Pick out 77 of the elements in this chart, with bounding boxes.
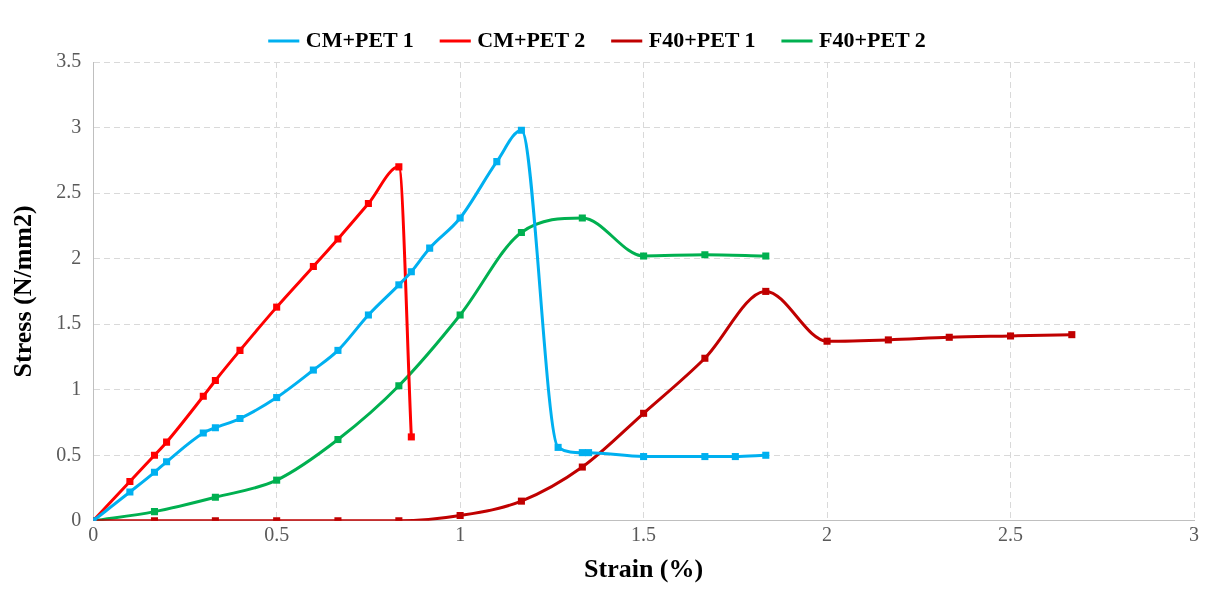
point xyxy=(640,453,648,461)
point xyxy=(273,303,281,311)
x-tick-label: 1 xyxy=(455,523,466,546)
y-tick-label: 1 xyxy=(71,376,82,399)
point xyxy=(640,252,648,260)
point xyxy=(126,477,134,486)
point xyxy=(407,268,415,276)
y-tick-label: 0.5 xyxy=(56,442,82,465)
y-tick-label: 1.5 xyxy=(56,311,82,334)
point xyxy=(150,508,159,516)
legend-label: F40+PET 1 xyxy=(648,26,756,52)
y-tick-label: 3 xyxy=(71,114,82,137)
x-tick-label: 0.5 xyxy=(264,523,290,546)
legend-label: F40+PET 2 xyxy=(818,26,926,52)
x-tick-label: 2 xyxy=(822,523,833,546)
y-tick-label: 2.5 xyxy=(56,180,82,203)
point xyxy=(640,409,648,417)
point xyxy=(578,214,586,222)
legend-label: CM+PET 1 xyxy=(305,26,414,52)
point xyxy=(334,235,342,243)
point xyxy=(211,424,219,432)
point xyxy=(163,458,171,466)
point xyxy=(211,493,219,501)
y-tick-label: 2 xyxy=(71,245,82,268)
x-axis-title: Strain (%) xyxy=(584,554,704,584)
point xyxy=(273,394,281,402)
point xyxy=(701,354,709,362)
point xyxy=(309,366,317,374)
point xyxy=(236,346,244,354)
point xyxy=(585,449,593,457)
point xyxy=(334,435,342,444)
point xyxy=(517,228,525,236)
point xyxy=(456,512,464,520)
point xyxy=(126,488,134,496)
x-tick-label: 1.5 xyxy=(631,523,657,546)
legend-label: CM+PET 2 xyxy=(477,26,586,52)
point xyxy=(150,451,159,459)
point xyxy=(884,336,892,344)
point xyxy=(211,377,219,385)
point xyxy=(762,451,770,459)
point xyxy=(762,252,770,260)
x-tick-label: 3 xyxy=(1189,523,1199,546)
point xyxy=(578,463,586,471)
point xyxy=(407,433,415,441)
y-tick-label: 3.5 xyxy=(56,49,82,72)
point xyxy=(517,126,525,134)
point xyxy=(199,429,207,437)
point xyxy=(1068,331,1076,339)
point xyxy=(150,468,159,476)
point xyxy=(731,453,739,461)
point xyxy=(395,281,403,289)
point xyxy=(493,158,501,166)
point xyxy=(945,333,953,341)
point xyxy=(364,311,372,319)
point xyxy=(701,453,709,461)
x-tick-label: 2.5 xyxy=(998,523,1024,546)
y-tick-label: 0 xyxy=(71,508,82,531)
point xyxy=(517,497,525,505)
point xyxy=(163,438,171,446)
point xyxy=(701,251,709,259)
x-tick-label: 0 xyxy=(88,523,99,546)
point xyxy=(309,262,317,271)
point xyxy=(762,287,770,295)
point xyxy=(334,346,342,354)
point xyxy=(273,476,281,484)
point xyxy=(199,392,207,400)
point xyxy=(554,443,562,451)
point xyxy=(395,382,403,390)
point xyxy=(456,214,464,222)
point xyxy=(823,337,831,345)
point xyxy=(364,200,372,208)
point xyxy=(456,311,464,319)
y-axis-title: Stress (N/mm2) xyxy=(8,205,38,378)
point xyxy=(236,415,244,423)
point xyxy=(1007,332,1015,340)
point xyxy=(395,163,403,171)
point xyxy=(426,244,434,252)
